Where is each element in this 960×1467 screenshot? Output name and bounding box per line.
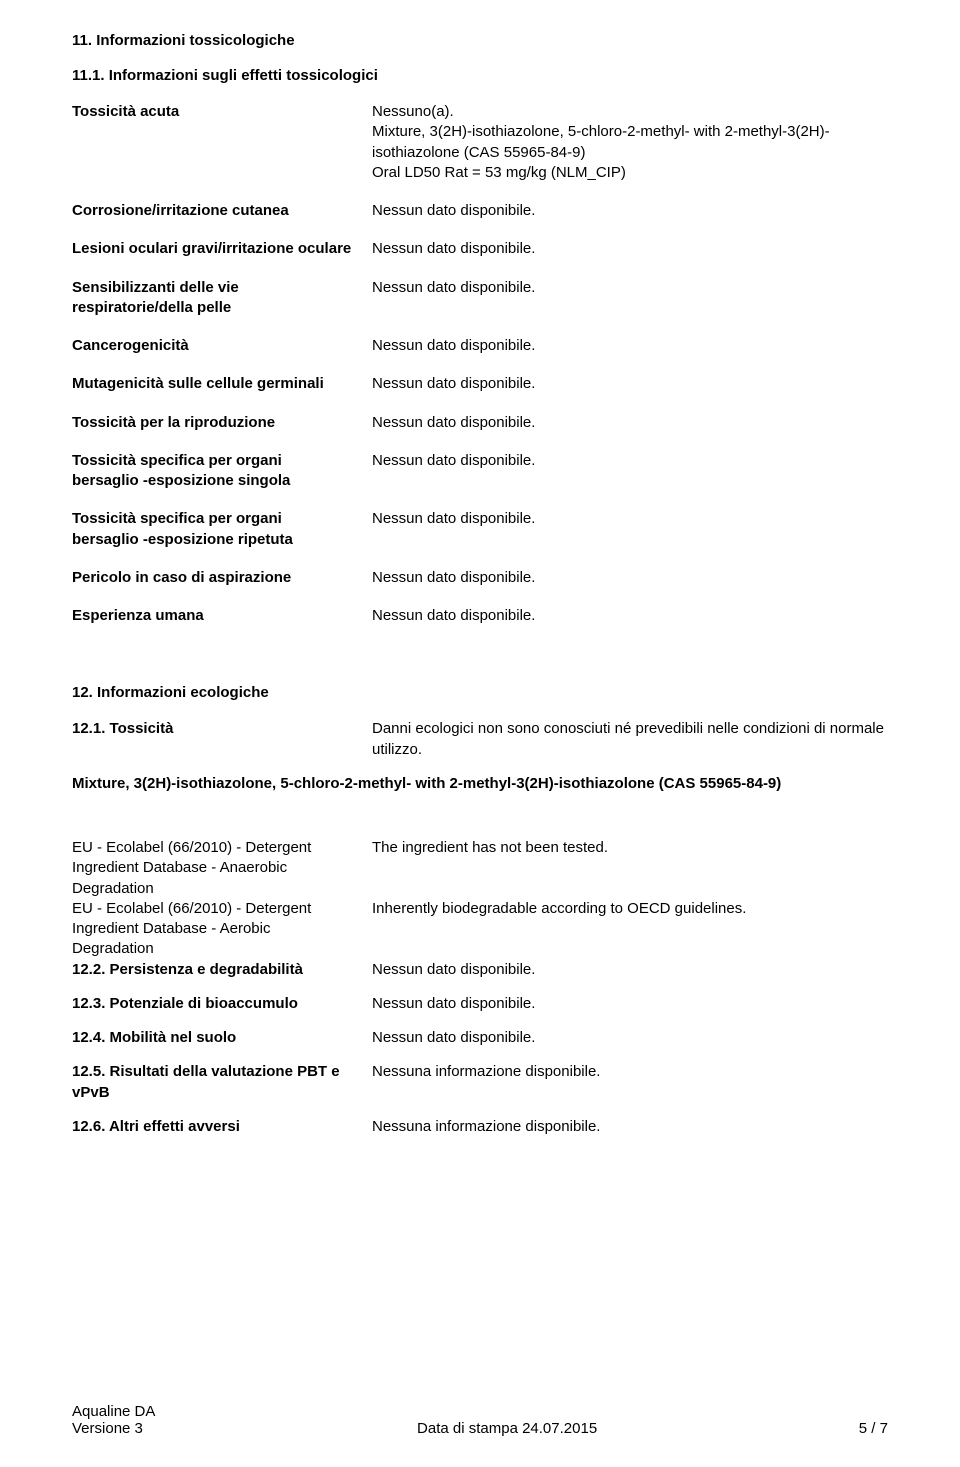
- value-acute-toxicity: Nessuno(a). Mixture, 3(2H)-isothiazolone…: [372, 102, 888, 183]
- property-row: Lesioni oculari gravi/irritazione ocular…: [72, 239, 888, 259]
- property-value: Nessuna informazione disponibile.: [372, 1117, 888, 1137]
- mixture-line: Mixture, 3(2H)-isothiazolone, 5-chloro-2…: [72, 774, 888, 794]
- section-11-subtitle: 11.1. Informazioni sugli effetti tossico…: [72, 67, 888, 84]
- row-acute-toxicity: Tossicità acuta Nessuno(a). Mixture, 3(2…: [72, 102, 888, 183]
- section-11-title: 11. Informazioni tossicologiche: [72, 32, 888, 49]
- property-row: Mutagenicità sulle cellule germinaliNess…: [72, 374, 888, 394]
- property-row: 12.4. Mobilità nel suoloNessun dato disp…: [72, 1028, 888, 1048]
- property-label: 12.2. Persistenza e degradabilità: [72, 960, 372, 980]
- property-value: Nessun dato disponibile.: [372, 960, 888, 980]
- property-label: Mutagenicità sulle cellule germinali: [72, 374, 372, 394]
- page-footer: Aqualine DA Versione 3 Data di stampa 24…: [72, 1403, 888, 1437]
- property-label: 12.3. Potenziale di bioaccumulo: [72, 994, 372, 1014]
- property-row: Tossicità per la riproduzioneNessun dato…: [72, 413, 888, 433]
- property-value: Nessun dato disponibile.: [372, 568, 888, 588]
- eco-label: EU - Ecolabel (66/2010) - Detergent Ingr…: [72, 899, 372, 960]
- property-value: Nessun dato disponibile.: [372, 374, 888, 394]
- property-value: Nessun dato disponibile.: [372, 336, 888, 356]
- property-value: Nessun dato disponibile.: [372, 451, 888, 492]
- eco-row: EU - Ecolabel (66/2010) - Detergent Ingr…: [72, 838, 888, 899]
- property-value: Nessun dato disponibile.: [372, 1028, 888, 1048]
- property-label: Tossicità per la riproduzione: [72, 413, 372, 433]
- eco-row: EU - Ecolabel (66/2010) - Detergent Ingr…: [72, 899, 888, 960]
- footer-version: Versione 3: [72, 1420, 155, 1437]
- property-row: Sensibilizzanti delle vie respiratorie/d…: [72, 278, 888, 319]
- property-row: 12.6. Altri effetti avversiNessuna infor…: [72, 1117, 888, 1137]
- property-label: Cancerogenicità: [72, 336, 372, 356]
- property-label: Tossicità specifica per organi bersaglio…: [72, 509, 372, 550]
- property-label: Corrosione/irritazione cutanea: [72, 201, 372, 221]
- property-row: Esperienza umanaNessun dato disponibile.: [72, 606, 888, 626]
- property-value: Nessun dato disponibile.: [372, 201, 888, 221]
- page: 11. Informazioni tossicologiche 11.1. In…: [0, 0, 960, 1467]
- section-12-title: 12. Informazioni ecologiche: [72, 684, 888, 701]
- label-acute-toxicity: Tossicità acuta: [72, 102, 372, 183]
- property-value: Nessun dato disponibile.: [372, 239, 888, 259]
- label-12-1: 12.1. Tossicità: [72, 719, 372, 760]
- eco-value: The ingredient has not been tested.: [372, 838, 888, 899]
- property-value: Nessun dato disponibile.: [372, 994, 888, 1014]
- property-value: Nessun dato disponibile.: [372, 278, 888, 319]
- property-row: CancerogenicitàNessun dato disponibile.: [72, 336, 888, 356]
- property-label: Pericolo in caso di aspirazione: [72, 568, 372, 588]
- property-label: Lesioni oculari gravi/irritazione ocular…: [72, 239, 372, 259]
- property-row: 12.2. Persistenza e degradabilitàNessun …: [72, 960, 888, 980]
- property-label: Esperienza umana: [72, 606, 372, 626]
- property-label: Tossicità specifica per organi bersaglio…: [72, 451, 372, 492]
- property-row: Tossicità specifica per organi bersaglio…: [72, 451, 888, 492]
- eco-value: Inherently biodegradable according to OE…: [372, 899, 888, 960]
- property-value: Nessun dato disponibile.: [372, 413, 888, 433]
- eco-label: EU - Ecolabel (66/2010) - Detergent Ingr…: [72, 838, 372, 899]
- footer-date: Data di stampa 24.07.2015: [417, 1420, 597, 1437]
- property-value: Nessun dato disponibile.: [372, 509, 888, 550]
- property-row: Pericolo in caso di aspirazioneNessun da…: [72, 568, 888, 588]
- property-value: Nessuna informazione disponibile.: [372, 1062, 888, 1103]
- property-row: Corrosione/irritazione cutaneaNessun dat…: [72, 201, 888, 221]
- property-row: 12.3. Potenziale di bioaccumuloNessun da…: [72, 994, 888, 1014]
- footer-product: Aqualine DA: [72, 1403, 155, 1420]
- property-row: Tossicità specifica per organi bersaglio…: [72, 509, 888, 550]
- property-label: 12.4. Mobilità nel suolo: [72, 1028, 372, 1048]
- row-12-1: 12.1. Tossicità Danni ecologici non sono…: [72, 719, 888, 760]
- value-12-1: Danni ecologici non sono conosciuti né p…: [372, 719, 888, 760]
- property-row: 12.5. Risultati della valutazione PBT e …: [72, 1062, 888, 1103]
- property-label: 12.5. Risultati della valutazione PBT e …: [72, 1062, 372, 1103]
- footer-page: 5 / 7: [859, 1420, 888, 1437]
- property-label: Sensibilizzanti delle vie respiratorie/d…: [72, 278, 372, 319]
- property-label: 12.6. Altri effetti avversi: [72, 1117, 372, 1137]
- property-value: Nessun dato disponibile.: [372, 606, 888, 626]
